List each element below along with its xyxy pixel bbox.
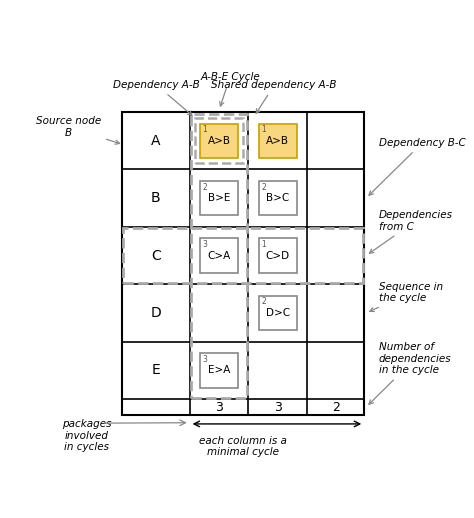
Bar [200, 238, 238, 273]
Bar [259, 238, 297, 273]
Text: 2: 2 [261, 297, 266, 307]
Text: 2: 2 [332, 401, 339, 414]
Bar [195, 118, 243, 163]
Text: C>A: C>A [208, 251, 231, 261]
Text: 3: 3 [202, 355, 208, 364]
Text: C>D: C>D [266, 251, 290, 261]
Bar [259, 296, 297, 330]
Bar [200, 123, 238, 158]
Text: A>B: A>B [266, 136, 289, 146]
Bar [191, 113, 247, 398]
Text: E>A: E>A [208, 366, 230, 376]
Bar [259, 123, 297, 158]
Text: each column is a
minimal cycle: each column is a minimal cycle [199, 436, 287, 457]
Text: Source node
B: Source node B [36, 117, 119, 144]
Text: 1: 1 [202, 125, 207, 134]
Text: A: A [151, 134, 160, 148]
Text: Dependencies
from C: Dependencies from C [369, 210, 453, 253]
Text: A-B-E Cycle: A-B-E Cycle [200, 72, 260, 106]
Text: 1: 1 [261, 125, 266, 134]
Text: A>B: A>B [208, 136, 230, 146]
Text: B>C: B>C [266, 193, 290, 203]
Text: E: E [151, 364, 160, 378]
Text: 1: 1 [261, 240, 266, 249]
Text: 3: 3 [274, 401, 282, 414]
Text: C: C [151, 249, 161, 263]
Text: 3: 3 [202, 240, 208, 249]
Bar [123, 228, 363, 283]
Text: Number of
dependencies
in the cycle: Number of dependencies in the cycle [369, 342, 451, 404]
Text: 3: 3 [215, 401, 223, 414]
Bar [200, 353, 238, 387]
Text: Dependency A-B: Dependency A-B [113, 80, 200, 116]
Bar [122, 112, 364, 415]
Text: B>E: B>E [208, 193, 230, 203]
Text: 2: 2 [202, 182, 207, 192]
Bar [200, 181, 238, 215]
Text: packages
involved
in cycles: packages involved in cycles [62, 419, 111, 452]
Text: 2: 2 [261, 182, 266, 192]
Bar [259, 181, 297, 215]
Text: D>C: D>C [266, 308, 290, 318]
Text: B: B [151, 191, 161, 205]
Text: Shared dependency A-B: Shared dependency A-B [211, 80, 337, 113]
Text: D: D [150, 306, 161, 320]
Text: Sequence in
the cycle: Sequence in the cycle [370, 282, 443, 311]
Text: Dependency B-C: Dependency B-C [369, 138, 465, 195]
